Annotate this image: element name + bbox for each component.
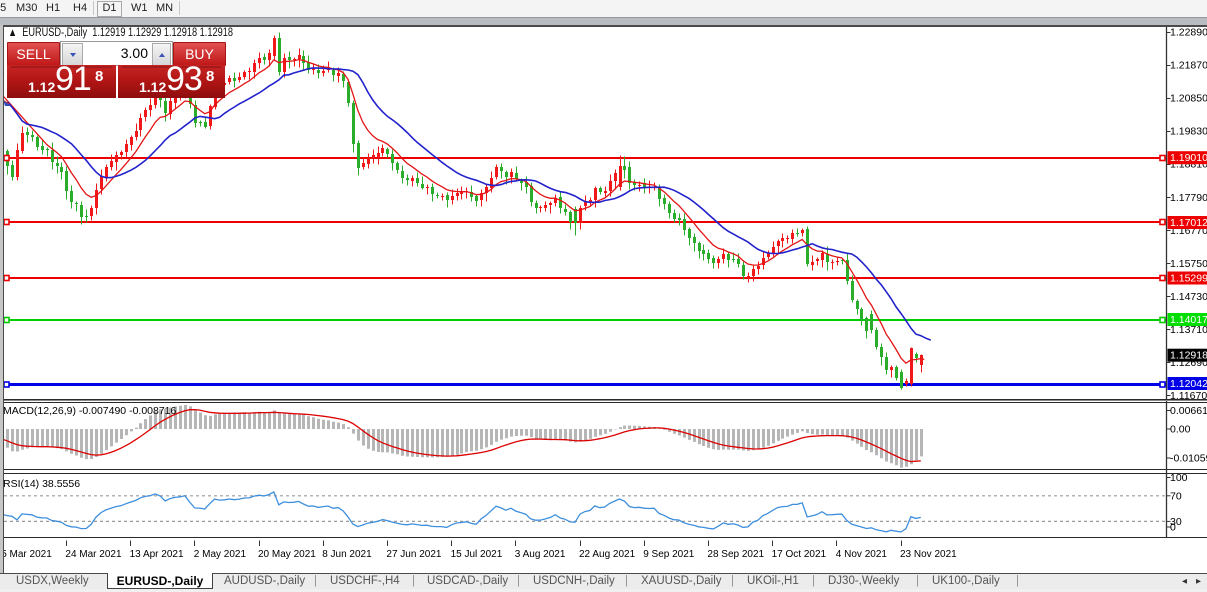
svg-text:1.15299: 1.15299 xyxy=(1170,273,1207,285)
svg-text:3 Aug 2021: 3 Aug 2021 xyxy=(515,549,566,560)
svg-text:RSI(14) 38.5556: RSI(14) 38.5556 xyxy=(3,478,80,490)
svg-text:8 Jun 2021: 8 Jun 2021 xyxy=(322,549,372,560)
svg-text:1.15750: 1.15750 xyxy=(1170,258,1207,270)
svg-text:0.006611: 0.006611 xyxy=(1170,405,1207,417)
svg-text:1.13710: 1.13710 xyxy=(1170,324,1207,336)
svg-text:1.17790: 1.17790 xyxy=(1170,192,1207,204)
svg-text:20 May 2021: 20 May 2021 xyxy=(258,549,316,560)
svg-text:2 May 2021: 2 May 2021 xyxy=(194,549,247,560)
svg-text:17 Oct 2021: 17 Oct 2021 xyxy=(772,549,827,560)
svg-text:-0.010595: -0.010595 xyxy=(1170,453,1207,465)
svg-text:1.20850: 1.20850 xyxy=(1170,93,1207,105)
svg-text:24 Mar 2021: 24 Mar 2021 xyxy=(65,549,122,560)
svg-text:28 Sep 2021: 28 Sep 2021 xyxy=(707,549,764,560)
svg-text:4 Nov 2021: 4 Nov 2021 xyxy=(836,549,888,560)
svg-text:1.19010: 1.19010 xyxy=(1170,152,1207,164)
svg-text:5 Mar 2021: 5 Mar 2021 xyxy=(1,549,52,560)
svg-text:1.17012: 1.17012 xyxy=(1170,217,1207,229)
svg-text:27 Jun 2021: 27 Jun 2021 xyxy=(386,549,441,560)
svg-text:1.22890: 1.22890 xyxy=(1170,27,1207,39)
svg-text:MACD(12,26,9) -0.007490 -0.008: MACD(12,26,9) -0.007490 -0.008716 xyxy=(3,405,177,417)
svg-text:70: 70 xyxy=(1170,490,1182,502)
svg-text:13 Apr 2021: 13 Apr 2021 xyxy=(130,549,184,560)
svg-text:1.14730: 1.14730 xyxy=(1170,291,1207,303)
svg-text:9 Sep 2021: 9 Sep 2021 xyxy=(643,549,695,560)
svg-text:0: 0 xyxy=(1170,522,1176,534)
svg-text:0.00: 0.00 xyxy=(1170,424,1191,436)
svg-text:1.21870: 1.21870 xyxy=(1170,60,1207,72)
svg-text:1.12042: 1.12042 xyxy=(1170,378,1207,390)
svg-text:1.14017: 1.14017 xyxy=(1170,314,1207,326)
svg-text:30: 30 xyxy=(1170,516,1182,528)
svg-text:1.19830: 1.19830 xyxy=(1170,126,1207,138)
svg-text:22 Aug 2021: 22 Aug 2021 xyxy=(579,549,636,560)
svg-text:15 Jul 2021: 15 Jul 2021 xyxy=(451,549,503,560)
svg-text:23 Nov 2021: 23 Nov 2021 xyxy=(900,549,957,560)
svg-text:1.12918: 1.12918 xyxy=(1170,350,1207,362)
svg-text:100: 100 xyxy=(1170,472,1188,484)
